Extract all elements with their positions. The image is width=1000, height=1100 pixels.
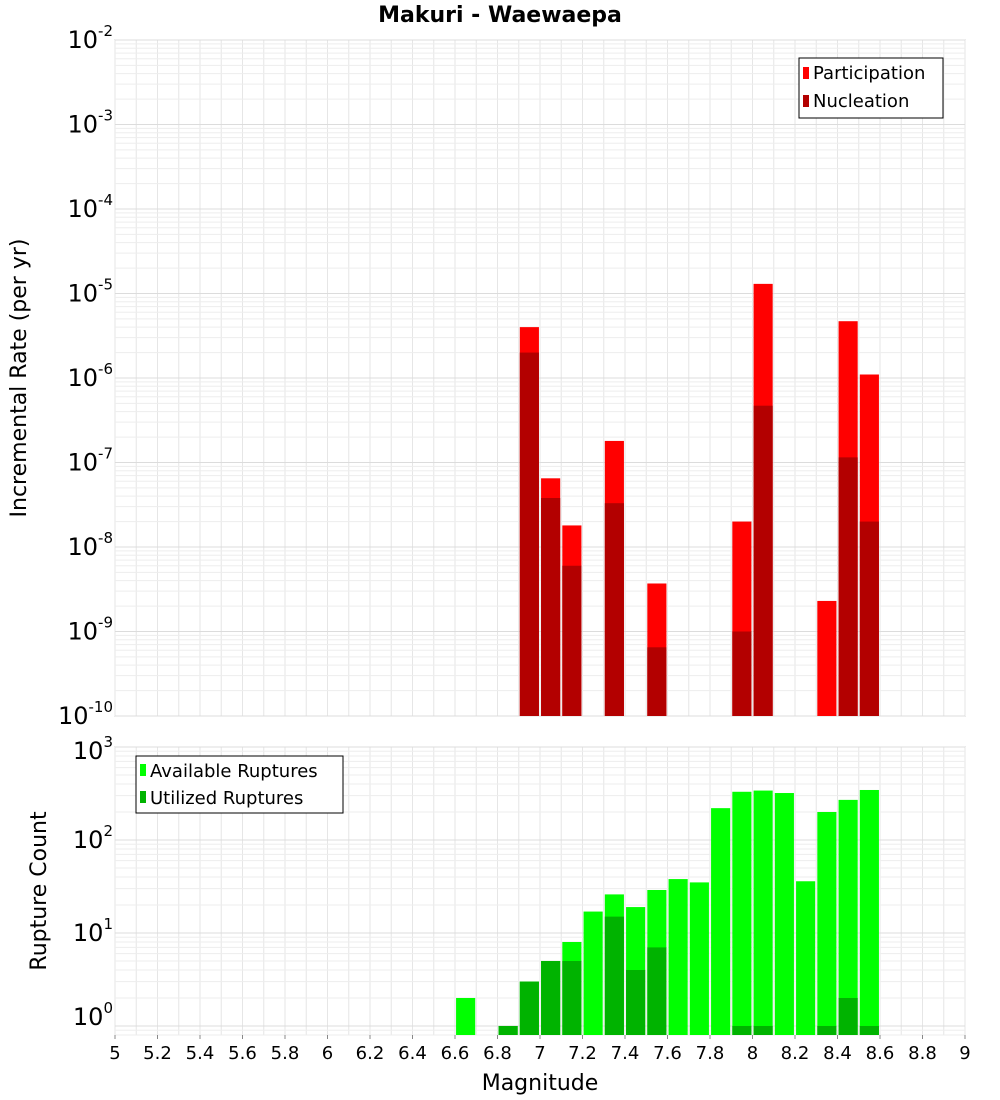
participation-legend-label: Participation [813, 63, 925, 84]
count-utilized-ruptures-bar [647, 947, 667, 1035]
chart-title: Makuri - Waewaepa [378, 3, 622, 28]
y-tick-label: 10-6 [67, 360, 113, 392]
rate-bars [519, 283, 879, 716]
x-tick-label: 8.2 [781, 1043, 810, 1064]
count-utilized-ruptures-bar [519, 981, 539, 1035]
count-utilized-ruptures-bar [626, 969, 646, 1035]
count-utilized-ruptures-bar [838, 997, 858, 1035]
y-tick-label: 101 [73, 915, 113, 947]
y-tick-label: 10-2 [67, 22, 113, 54]
rate-panel: 10-10 10-9 10-8 10-7 10-6 10-5 10-4 10-3 10-2 In… [7, 22, 966, 730]
rate-nucleation-bar [519, 352, 539, 716]
count-available-ruptures-bar [456, 997, 476, 1035]
x-tick-label: 5.2 [143, 1043, 172, 1064]
x-tick-label: 8.6 [866, 1043, 895, 1064]
count-available-ruptures-bar [583, 911, 603, 1035]
x-tick-label: 5 [109, 1043, 120, 1064]
x-tick-label: 6.4 [398, 1043, 427, 1064]
count-legend: Available Ruptures Utilized Ruptures [135, 755, 344, 814]
nucleation-legend-label: Nucleation [813, 91, 909, 112]
count-utilized-ruptures-bar [541, 960, 561, 1035]
y-tick-label: 10-10 [58, 698, 113, 730]
y-tick-label: 10-4 [67, 191, 113, 223]
count-utilized-ruptures-bar [753, 1025, 773, 1035]
y-tick-label: 10-3 [67, 107, 113, 139]
x-tick-label: 7.4 [611, 1043, 640, 1064]
x-tick-label: 7.8 [696, 1043, 725, 1064]
count-available-ruptures-bar [796, 881, 816, 1035]
x-tick-label: 6 [322, 1043, 333, 1064]
count-available-ruptures-bar [689, 882, 709, 1035]
y-tick-label: 100 [73, 999, 113, 1031]
y-tick-label: 103 [73, 733, 113, 765]
rate-nucleation-bar [732, 631, 752, 716]
rate-nucleation-bar [838, 457, 858, 716]
x-axis-label: Magnitude [482, 1071, 599, 1096]
count-utilized-ruptures-bar [498, 1025, 518, 1035]
rate-nucleation-bar [604, 503, 624, 716]
count-available-ruptures-bar [774, 793, 794, 1035]
x-tick-label: 5.6 [228, 1043, 257, 1064]
x-tick-label: 5.8 [271, 1043, 300, 1064]
rate-legend-box [798, 57, 944, 119]
rate-nucleation-bar [562, 565, 582, 716]
x-tick-label: 8.8 [908, 1043, 937, 1064]
rate-nucleation-bar [753, 405, 773, 716]
count-available-ruptures-bar [711, 808, 731, 1035]
rate-nucleation-bar [859, 521, 879, 716]
utilized-legend-swatch [140, 791, 146, 803]
count-utilized-ruptures-bar [604, 916, 624, 1035]
count-available-ruptures-bar [859, 789, 879, 1035]
count-y-axis-label: Rupture Count [27, 811, 52, 971]
x-tick-label: 7.2 [568, 1043, 597, 1064]
count-y-ticks: 100 101 102 103 [73, 733, 113, 1031]
rate-participation-bar [817, 600, 837, 716]
count-available-ruptures-bar [732, 791, 752, 1035]
y-tick-label: 10-5 [67, 276, 113, 308]
x-tick-label: 5.4 [186, 1043, 215, 1064]
x-tick-label: 6.6 [441, 1043, 470, 1064]
count-available-ruptures-bar [753, 790, 773, 1035]
count-panel: 100 101 102 103 5 5.2 5.4 5.6 5.8 6 6.2 6.4 6.6 6.8 7… [27, 733, 971, 1096]
count-utilized-ruptures-bar [859, 1025, 879, 1035]
count-available-ruptures-bar [838, 799, 858, 1035]
count-available-ruptures-bar [668, 879, 688, 1035]
count-available-ruptures-bar [817, 812, 837, 1035]
y-tick-label: 10-8 [67, 529, 113, 561]
magnitude-x-ticks: 5 5.2 5.4 5.6 5.8 6 6.2 6.4 6.6 6.8 7 7.2 7.4 7.6 7.8 8… [109, 1035, 971, 1064]
y-tick-label: 10-9 [67, 614, 113, 646]
x-tick-label: 8.4 [823, 1043, 852, 1064]
count-legend-box [135, 755, 344, 814]
count-utilized-ruptures-bar [562, 960, 582, 1035]
x-tick-label: 8 [747, 1043, 758, 1064]
x-tick-label: 7.6 [653, 1043, 682, 1064]
count-bars [456, 789, 879, 1035]
rate-nucleation-bar [541, 498, 561, 716]
x-tick-label: 7 [534, 1043, 545, 1064]
utilized-legend-label: Utilized Ruptures [150, 788, 303, 809]
count-utilized-ruptures-bar [817, 1025, 837, 1035]
nucleation-legend-swatch [803, 95, 809, 107]
rate-grid [114, 39, 966, 717]
rate-nucleation-bar [647, 647, 667, 716]
x-tick-label: 6.2 [356, 1043, 385, 1064]
x-tick-label: 9 [959, 1043, 970, 1064]
available-legend-label: Available Ruptures [150, 761, 318, 782]
rate-legend: Participation Nucleation [798, 57, 944, 119]
available-legend-swatch [140, 764, 146, 776]
x-tick-label: 6.8 [483, 1043, 512, 1064]
count-utilized-ruptures-bar [732, 1025, 752, 1035]
rate-y-axis-label: Incremental Rate (per yr) [7, 239, 32, 518]
participation-legend-swatch [803, 67, 809, 79]
rate-y-ticks: 10-10 10-9 10-8 10-7 10-6 10-5 10-4 10-3 10-2 [58, 22, 113, 730]
y-tick-label: 102 [73, 822, 113, 854]
y-tick-label: 10-7 [67, 445, 113, 477]
